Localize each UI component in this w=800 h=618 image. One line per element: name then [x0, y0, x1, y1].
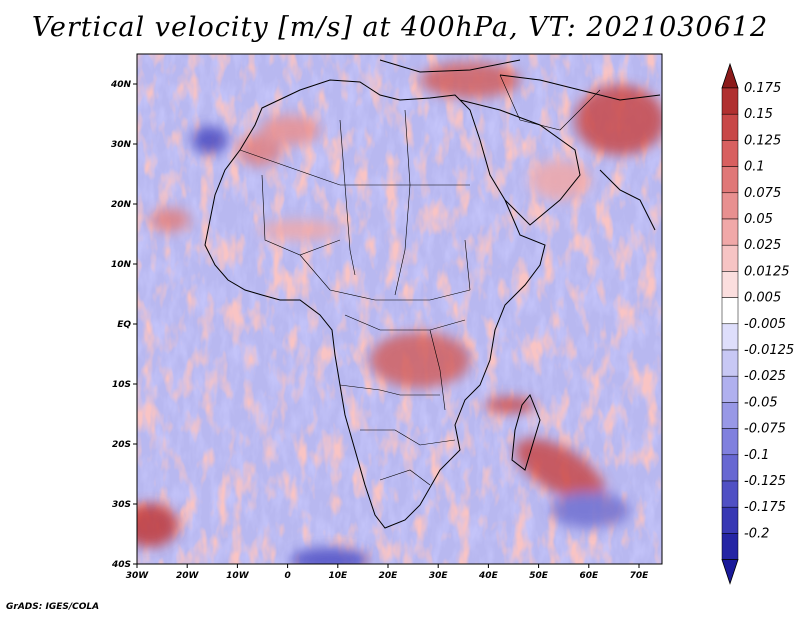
colorbar: 0.175 0.15 0.125 0.1 0.075 0.05 0.025 0.0125 0.0…: [721, 62, 794, 585]
lon-label: 40E: [478, 571, 499, 581]
colorbar-label: 0.1: [744, 160, 765, 175]
country-borders: [239, 74, 601, 486]
lat-label: 10N: [111, 260, 132, 270]
colorbar-swatch: [721, 428, 739, 456]
colorbar-label: 0.125: [744, 133, 781, 148]
colorbar-label: 0.005: [744, 291, 781, 306]
lon-label: 50E: [529, 571, 549, 581]
colorbar-swatch: [721, 323, 739, 351]
lon-label: 60E: [579, 571, 599, 581]
lon-label: 70E: [630, 571, 650, 581]
lat-label: EQ: [117, 320, 131, 330]
colorbar-swatch: [721, 87, 739, 115]
longitude-axis: 30W 20W 10W 0 10E 20E 30E 40E 50E 60E 70E: [126, 564, 649, 581]
colorbar-label: -0.0125: [744, 343, 794, 358]
lon-label: 0: [284, 571, 290, 581]
lat-label: 30S: [112, 500, 131, 510]
lon-label: 20E: [379, 571, 399, 581]
lon-label: 30W: [126, 571, 150, 581]
colorbar-label: 0.175: [744, 81, 781, 96]
colorbar-label: 0.075: [744, 186, 781, 201]
colorbar-label: -0.175: [744, 500, 786, 515]
map-title: Vertical velocity [m/s] at 400hPa, VT: 2…: [31, 12, 769, 43]
colorbar-swatch: [721, 218, 739, 246]
colorbar-label: -0.125: [744, 474, 786, 489]
lat-label: 10S: [112, 380, 131, 390]
colorbar-swatch: [721, 533, 739, 560]
colorbar-label: -0.025: [744, 369, 786, 384]
colorbar-swatch: [721, 349, 739, 377]
colorbar-label: 0.0125: [744, 264, 790, 279]
colorbar-label: 0.15: [744, 107, 773, 122]
latitude-axis: 40N 30N 20N 10N EQ 10S 20S 30S 40S: [110, 80, 137, 570]
lon-label: 10W: [226, 571, 250, 581]
colorbar-swatch: [721, 454, 739, 482]
colorbar-swatch: [721, 402, 739, 429]
lat-label: 20S: [112, 440, 131, 450]
lat-label: 30N: [111, 140, 132, 150]
colorbar-label: -0.075: [744, 422, 786, 437]
colorbar-label: -0.005: [744, 317, 786, 332]
colorbar-swatch: [721, 375, 739, 403]
lat-label: 40N: [110, 80, 132, 90]
colorbar-top-arrow: [721, 62, 739, 89]
colorbar-label: -0.05: [744, 395, 778, 410]
plot-frame: [136, 53, 663, 565]
colorbar-swatch: [721, 480, 739, 508]
colorbar-swatch: [721, 140, 739, 167]
lon-label: 30E: [429, 571, 449, 581]
lon-label: 10E: [328, 571, 348, 581]
colorbar-label: 0.05: [744, 212, 773, 227]
velocity-field: [137, 54, 662, 564]
colorbar-swatch: [721, 192, 739, 220]
coastlines: [204, 59, 661, 529]
colorbar-swatch: [721, 297, 739, 325]
colorbar-label: -0.1: [744, 448, 769, 463]
lat-label: 20N: [111, 200, 132, 210]
colorbar-swatch: [721, 506, 739, 534]
colorbar-bottom-arrow: [721, 559, 739, 585]
colorbar-label: 0.025: [744, 238, 781, 253]
lat-label: 40S: [111, 560, 131, 570]
colorbar-label: -0.2: [744, 526, 769, 541]
colorbar-swatch: [721, 244, 739, 272]
colorbar-swatch: [721, 271, 739, 298]
colorbar-swatch: [721, 166, 739, 194]
colorbar-swatch: [721, 113, 739, 141]
lon-label: 20W: [176, 571, 200, 581]
credit-text: GrADS: IGES/COLA: [6, 602, 100, 612]
